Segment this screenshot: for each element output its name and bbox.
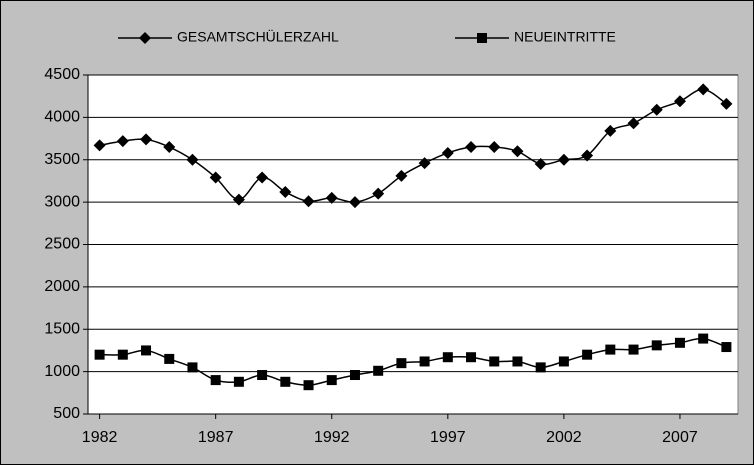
marker: [558, 356, 569, 367]
marker: [349, 370, 360, 381]
y-tick-label: 3000: [44, 193, 80, 210]
marker: [650, 103, 663, 116]
marker: [512, 356, 523, 367]
marker: [721, 342, 732, 353]
marker: [628, 344, 639, 355]
series-line: [99, 88, 727, 203]
y-tick-label: 4000: [44, 109, 80, 126]
x-tick-label: 2002: [546, 429, 582, 446]
marker: [279, 185, 292, 198]
marker: [116, 135, 129, 148]
marker: [535, 362, 546, 373]
marker: [581, 149, 594, 162]
marker: [488, 141, 501, 154]
marker: [698, 333, 709, 344]
marker: [257, 370, 268, 381]
legend-label: GESAMTSCHÜLERZAHL: [177, 28, 339, 45]
marker: [534, 157, 547, 170]
marker: [232, 193, 245, 206]
series-line: [99, 337, 727, 386]
marker: [186, 153, 199, 166]
marker: [720, 97, 733, 110]
marker: [280, 376, 291, 387]
marker: [489, 356, 500, 367]
marker: [605, 344, 616, 355]
marker: [604, 124, 617, 137]
x-tick-label: 1982: [82, 429, 118, 446]
marker: [627, 117, 640, 130]
marker: [466, 352, 477, 363]
marker: [442, 352, 453, 363]
marker: [651, 340, 662, 351]
marker: [141, 345, 152, 356]
marker: [233, 376, 244, 387]
marker: [674, 337, 685, 348]
marker: [117, 349, 128, 360]
marker: [348, 196, 361, 209]
x-tick-label: 1997: [430, 429, 466, 446]
y-tick-label: 2500: [44, 236, 80, 253]
marker: [302, 195, 315, 208]
marker: [163, 141, 176, 154]
legend-marker: [139, 32, 151, 44]
marker: [372, 187, 385, 200]
marker: [93, 139, 106, 152]
legend-marker: [477, 33, 487, 43]
marker: [326, 375, 337, 386]
marker: [256, 171, 269, 184]
marker: [94, 349, 105, 360]
marker: [140, 133, 153, 146]
marker: [582, 349, 593, 360]
marker: [697, 83, 710, 96]
marker: [419, 356, 430, 367]
x-tick-label: 2007: [662, 429, 698, 446]
y-tick-label: 1500: [44, 320, 80, 337]
y-tick-label: 500: [53, 405, 80, 422]
marker: [210, 375, 221, 386]
y-tick-label: 3500: [44, 151, 80, 168]
x-tick-label: 1992: [314, 429, 350, 446]
marker: [373, 365, 384, 376]
marker: [325, 191, 338, 204]
marker: [557, 153, 570, 166]
marker: [418, 157, 431, 170]
y-tick-label: 1000: [44, 363, 80, 380]
x-tick-label: 1987: [198, 429, 234, 446]
marker: [209, 171, 222, 184]
legend-label: NEUEINTRITTE: [514, 29, 616, 45]
marker: [465, 141, 478, 154]
marker: [164, 353, 175, 364]
marker: [303, 380, 314, 391]
y-tick-label: 4500: [44, 66, 80, 83]
y-tick-label: 2000: [44, 278, 80, 295]
marker: [511, 145, 524, 158]
marker: [187, 362, 198, 373]
marker: [396, 358, 407, 369]
marker: [673, 95, 686, 108]
marker: [395, 169, 408, 182]
marker: [441, 146, 454, 159]
